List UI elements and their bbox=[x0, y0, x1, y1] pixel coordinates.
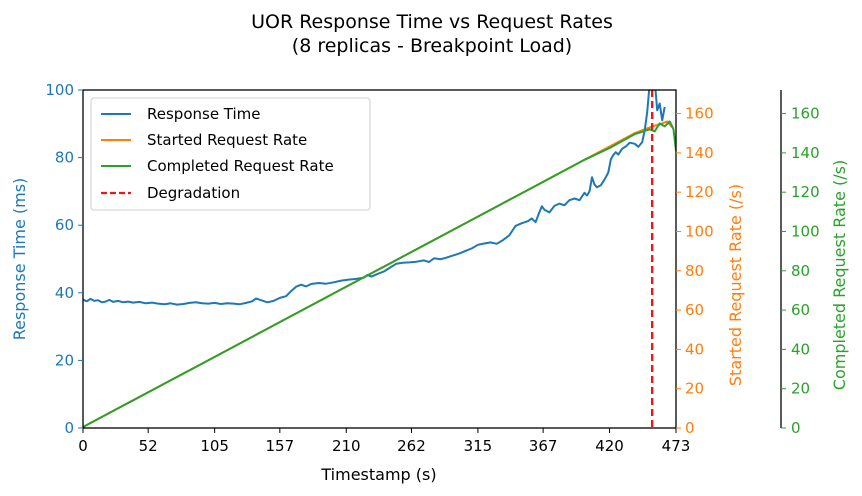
x-tick-label: 420 bbox=[595, 437, 624, 455]
y-right1-tick-label: 60 bbox=[685, 301, 704, 319]
y-left-tick-label: 60 bbox=[55, 216, 74, 234]
y-right2-tick-label: 40 bbox=[791, 340, 810, 358]
y-right1-tick-label: 40 bbox=[685, 340, 704, 358]
y-right2-tick-label: 60 bbox=[791, 301, 810, 319]
plot-frame bbox=[82, 89, 677, 429]
legend: Response Time Started Request Rate Compl… bbox=[90, 97, 371, 211]
x-tick-label: 0 bbox=[78, 437, 88, 455]
chart-title-line2: (8 replicas - Breakpoint Load) bbox=[292, 35, 572, 57]
x-tick-label: 210 bbox=[332, 437, 361, 455]
x-tick-label: 262 bbox=[397, 437, 426, 455]
series-line-completed-rate bbox=[83, 120, 676, 428]
legend-label-degradation: Degradation bbox=[147, 184, 240, 202]
y-right1-tick-label: 20 bbox=[685, 380, 704, 398]
x-tick-label: 367 bbox=[529, 437, 558, 455]
x-axis-label: Timestamp (s) bbox=[320, 465, 436, 484]
y-right2-tick-label: 80 bbox=[791, 262, 810, 280]
y-axis-completed-rate: 0 20 40 60 80 100 120 140 160 bbox=[780, 90, 820, 437]
y-right1-tick-label: 0 bbox=[685, 419, 695, 437]
y-right2-tick-label: 100 bbox=[791, 222, 820, 240]
y-right2-tick-label: 120 bbox=[791, 183, 820, 201]
y-right2-tick-label: 140 bbox=[791, 144, 820, 162]
chart-title-line1: UOR Response Time vs Request Rates bbox=[251, 11, 613, 33]
y-axis-left-label: Response Time (ms) bbox=[10, 178, 29, 341]
y-axis-started-rate: 0 20 40 60 80 100 120 140 160 bbox=[676, 105, 714, 437]
y-left-tick-label: 100 bbox=[45, 81, 74, 99]
y-right2-tick-label: 0 bbox=[791, 419, 801, 437]
x-axis: 0 52 105 157 210 262 315 367 420 473 bbox=[78, 428, 690, 455]
y-right2-tick-label: 160 bbox=[791, 105, 820, 123]
y-right1-tick-label: 100 bbox=[685, 222, 714, 240]
y-left-tick-label: 20 bbox=[55, 351, 74, 369]
legend-label-started-rate: Started Request Rate bbox=[147, 131, 307, 149]
y-right2-tick-label: 20 bbox=[791, 380, 810, 398]
x-tick-label: 473 bbox=[662, 437, 691, 455]
plot-lines bbox=[83, 90, 676, 428]
x-tick-label: 105 bbox=[200, 437, 229, 455]
legend-box bbox=[90, 97, 371, 211]
y-left-tick-label: 80 bbox=[55, 149, 74, 167]
y-right1-tick-label: 160 bbox=[685, 105, 714, 123]
y-right1-tick-label: 120 bbox=[685, 183, 714, 201]
y-axis-response-time: 0 20 40 60 80 100 bbox=[45, 81, 83, 437]
y-right1-tick-label: 140 bbox=[685, 144, 714, 162]
series-line-response-time bbox=[83, 90, 666, 306]
legend-label-completed-rate: Completed Request Rate bbox=[147, 157, 334, 175]
y-axis-right2-label: Completed Request Rate (/s) bbox=[830, 160, 849, 390]
y-right1-tick-label: 80 bbox=[685, 262, 704, 280]
x-tick-label: 315 bbox=[464, 437, 493, 455]
y-left-tick-label: 40 bbox=[55, 284, 74, 302]
legend-label-response-time: Response Time bbox=[147, 105, 261, 123]
y-axis-right1-label: Started Request Rate (/s) bbox=[726, 184, 745, 386]
x-tick-label: 52 bbox=[139, 437, 158, 455]
y-left-tick-label: 0 bbox=[64, 419, 74, 437]
x-tick-label: 157 bbox=[266, 437, 295, 455]
